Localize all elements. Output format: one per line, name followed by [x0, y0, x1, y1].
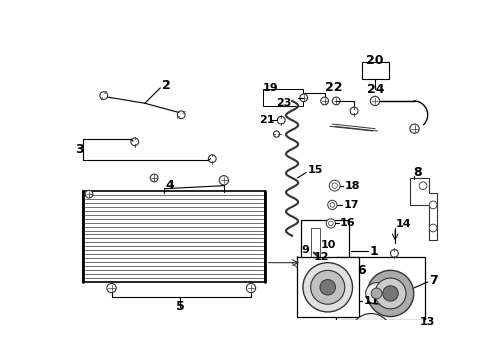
Text: 14: 14 [395, 219, 411, 229]
Text: 8: 8 [413, 166, 422, 179]
Circle shape [366, 270, 413, 316]
Circle shape [311, 259, 319, 266]
Bar [301, 220, 349, 311]
Text: 18: 18 [344, 181, 360, 191]
Circle shape [428, 201, 436, 209]
Text: 13: 13 [419, 317, 434, 327]
Text: 15: 15 [307, 165, 322, 175]
Bar [340, 320, 425, 360]
Text: 1: 1 [369, 244, 378, 258]
Circle shape [346, 296, 356, 306]
Circle shape [219, 176, 228, 185]
Circle shape [273, 131, 279, 137]
Circle shape [418, 182, 426, 189]
Circle shape [310, 270, 344, 304]
Circle shape [379, 342, 384, 347]
Circle shape [332, 97, 340, 105]
Circle shape [379, 320, 384, 325]
Circle shape [331, 183, 337, 188]
Text: 22: 22 [324, 81, 342, 94]
Text: 10: 10 [320, 240, 335, 250]
Text: 24: 24 [366, 83, 384, 96]
Circle shape [208, 155, 216, 163]
Circle shape [328, 180, 340, 191]
Circle shape [350, 314, 390, 354]
Text: 11: 11 [363, 296, 378, 306]
Circle shape [357, 342, 362, 347]
Circle shape [390, 249, 397, 257]
Bar [310, 228, 319, 303]
Circle shape [325, 219, 335, 228]
Text: 21: 21 [258, 115, 274, 125]
Text: 16: 16 [340, 219, 355, 228]
Circle shape [100, 92, 107, 99]
Circle shape [150, 174, 158, 182]
Text: 7: 7 [428, 274, 437, 287]
Circle shape [369, 96, 379, 105]
Circle shape [107, 283, 116, 293]
Bar [82, 191, 264, 282]
Circle shape [382, 286, 397, 301]
Text: 4: 4 [165, 179, 174, 192]
Circle shape [329, 203, 334, 207]
Circle shape [360, 323, 381, 344]
Circle shape [302, 263, 352, 312]
Text: 5: 5 [176, 300, 184, 313]
Text: 3: 3 [75, 143, 83, 156]
Circle shape [349, 107, 357, 115]
Polygon shape [409, 178, 436, 239]
Text: 2: 2 [162, 79, 170, 92]
Circle shape [311, 275, 318, 281]
Circle shape [277, 116, 285, 124]
Text: 23: 23 [276, 98, 291, 108]
Bar [262, 89, 302, 106]
Bar [361, 62, 388, 80]
Circle shape [320, 97, 328, 105]
Text: 17: 17 [343, 200, 358, 210]
Circle shape [319, 280, 335, 295]
Circle shape [409, 124, 418, 133]
Circle shape [328, 221, 332, 226]
Bar [296, 257, 358, 317]
Circle shape [428, 224, 436, 232]
Text: 20: 20 [365, 54, 383, 67]
Circle shape [327, 200, 336, 210]
Text: 12: 12 [313, 252, 328, 262]
Circle shape [374, 278, 405, 309]
Circle shape [246, 283, 255, 293]
Bar [336, 257, 425, 323]
Text: 9: 9 [301, 244, 308, 255]
Text: 19: 19 [262, 83, 278, 93]
Circle shape [366, 329, 375, 338]
Circle shape [85, 190, 93, 198]
Circle shape [365, 283, 386, 304]
Circle shape [131, 138, 138, 145]
Circle shape [357, 320, 362, 325]
Circle shape [299, 94, 307, 102]
Circle shape [370, 288, 381, 299]
Text: 6: 6 [356, 264, 365, 277]
Circle shape [177, 111, 185, 119]
